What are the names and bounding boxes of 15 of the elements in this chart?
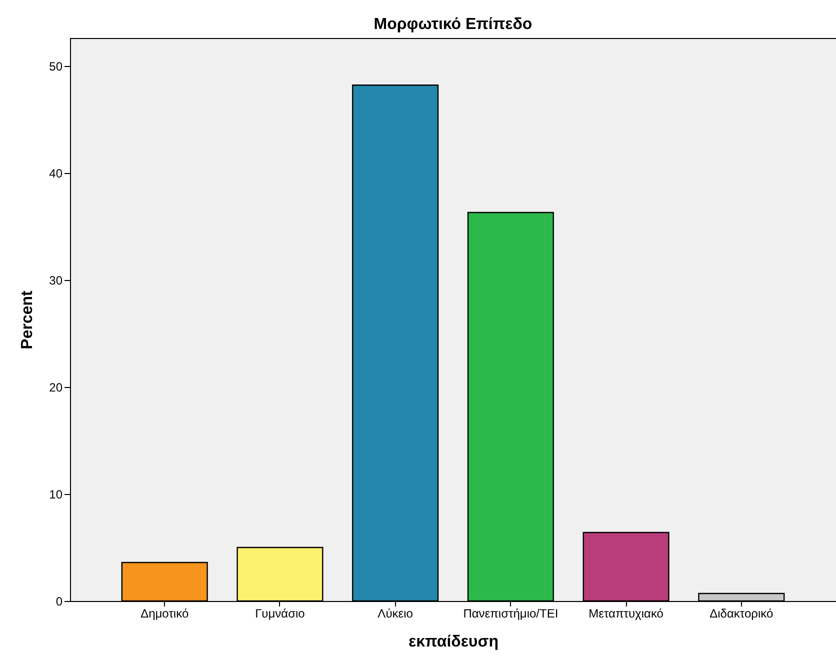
x-axis-title: εκπαίδευση: [408, 634, 498, 650]
chart-title: Μορφωτικό Επίπεδο: [374, 16, 532, 33]
x-tick-label: Γυμνάσιο: [255, 606, 306, 620]
y-tick-label: 50: [49, 59, 63, 74]
y-axis-title: Percent: [19, 290, 36, 350]
x-tick-label: Δημοτικό: [140, 606, 189, 620]
y-tick-label: 30: [49, 273, 63, 288]
x-tick-label: Μεταπτυχιακό: [588, 606, 664, 620]
x-tick-label: Πανεπιστήμιο/ΤΕΙ: [463, 606, 558, 620]
x-tick-label: Διδακτορικό: [710, 606, 774, 620]
y-tick-label: 20: [49, 380, 63, 394]
y-tick-label: 10: [49, 487, 63, 502]
y-tick-label: 40: [49, 166, 63, 180]
y-tick-label: 0: [56, 594, 63, 608]
x-tick-label: Λύκειο: [378, 606, 414, 620]
